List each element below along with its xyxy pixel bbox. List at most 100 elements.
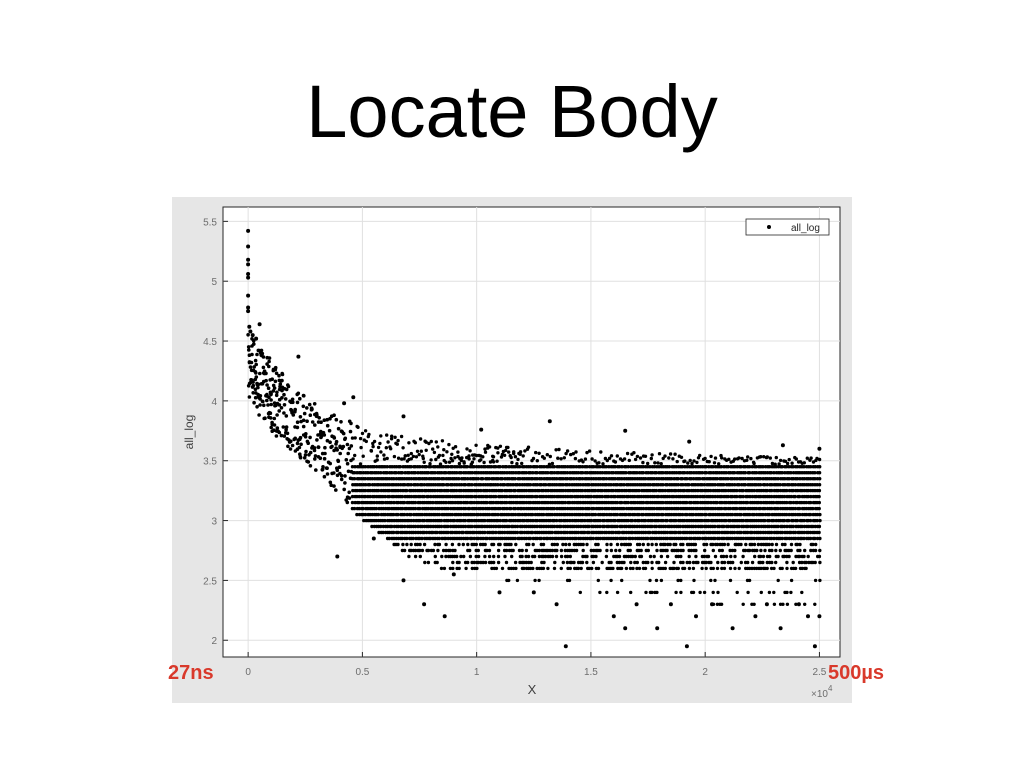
data-point [634,602,639,607]
data-point [470,518,474,523]
data-point [383,518,387,523]
data-point [337,465,342,470]
data-point [343,474,347,478]
data-point [500,477,504,481]
data-point [574,542,578,547]
data-point [804,512,809,517]
data-point [409,483,413,487]
data-point [667,456,671,460]
data-point [675,459,679,464]
data-point [631,536,635,541]
data-point [463,524,468,529]
data-point [392,477,396,481]
data-point [479,427,484,432]
data-point [453,548,457,553]
data-point [720,500,724,505]
data-point [506,445,510,450]
data-point [778,626,783,631]
data-point [422,483,427,487]
data-point [793,506,798,511]
data-point [252,400,256,405]
data-point [813,548,818,553]
data-point [526,554,531,559]
data-point [709,454,713,459]
data-point [650,560,654,565]
data-point [472,500,476,505]
data-point [818,518,822,523]
data-point [663,454,667,458]
data-point [731,560,735,565]
data-point [559,457,563,461]
data-point [481,506,485,511]
data-point [498,542,502,547]
data-point [644,530,648,535]
data-point [474,518,479,523]
data-point [412,518,416,523]
data-point [754,506,759,511]
data-point [722,542,727,547]
data-point [624,471,628,475]
data-point [266,403,270,407]
data-point [284,387,289,392]
data-point [510,554,514,559]
data-point [385,465,389,469]
data-point [450,494,455,499]
data-point [422,542,427,547]
data-point [637,566,642,571]
data-point [522,465,526,469]
data-point [295,420,300,425]
data-point [361,506,365,511]
data-point [266,386,271,391]
data-point [726,494,730,499]
data-point [495,459,499,463]
data-point [630,554,635,559]
data-point [741,518,745,523]
data-point [472,457,476,461]
data-point [389,437,394,441]
data-point [746,590,750,595]
data-point [624,566,629,571]
data-point [802,524,807,529]
data-point [267,356,272,360]
data-point [717,536,722,541]
data-point [631,566,635,571]
data-point [414,530,418,535]
data-point [633,494,637,499]
data-point [487,506,492,511]
data-point [804,566,808,571]
data-point [557,471,561,475]
data-point [746,518,750,523]
data-point [372,500,376,505]
data-point [564,542,568,547]
data-point [789,500,793,505]
data-point [593,459,597,463]
data-point [246,293,251,298]
data-point [392,494,396,499]
data-point [763,530,768,535]
data-point [555,506,559,511]
data-point [687,554,691,559]
data-point [765,560,769,565]
data-point [554,602,559,607]
data-point [350,500,355,505]
data-point [626,518,630,523]
data-point [696,506,700,511]
data-point [553,560,557,565]
data-point [547,419,552,424]
data-point [602,512,607,517]
data-point [419,449,423,453]
data-point [405,512,409,517]
data-point [396,456,401,460]
data-point [681,548,685,553]
data-point [581,494,585,499]
data-point [513,512,518,517]
data-point [787,554,791,559]
data-point [507,465,511,469]
data-point [609,548,614,553]
data-point [522,518,526,523]
data-point [355,424,359,429]
data-point [446,530,450,535]
data-point [669,500,674,505]
data-point [387,483,392,487]
data-point [732,530,737,535]
